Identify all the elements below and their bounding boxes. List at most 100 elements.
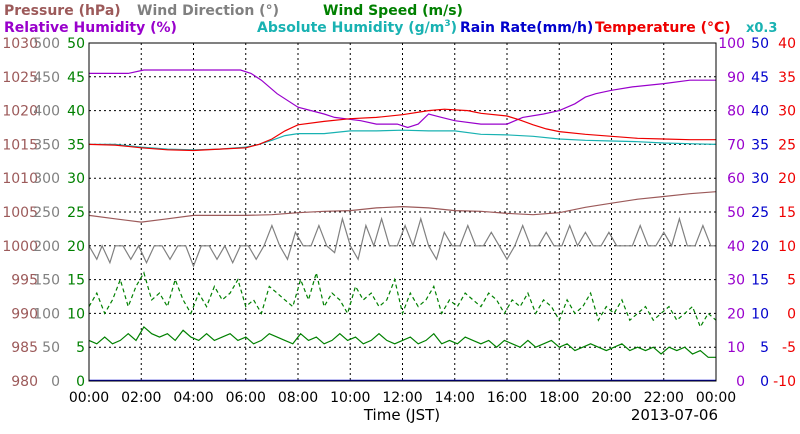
y-tick-label-rain-rate: 40: [751, 104, 769, 120]
y-tick-label-wind-direction: 400: [33, 104, 60, 120]
y-tick-label-pressure: 1025: [2, 70, 38, 86]
y-tick-label-relative-humidity: 70: [727, 137, 745, 153]
legend-rain-rate: Rain Rate(mm/h): [460, 20, 593, 36]
y-tick-label-wind-speed: 30: [67, 171, 85, 187]
y-tick-label-relative-humidity: 80: [727, 104, 745, 120]
x-tick-label: 16:00: [487, 390, 527, 406]
y-tick-label-pressure: 1015: [2, 137, 38, 153]
y-tick-label-wind-direction: 150: [33, 273, 60, 289]
y-tick-label-temperature: -5: [782, 340, 796, 356]
y-tick-label-temperature: 0: [787, 306, 796, 322]
y-tick-label-wind-direction: 500: [33, 36, 60, 52]
y-tick-label-temperature: 10: [778, 239, 796, 255]
series-wind-speed: [88, 325, 716, 358]
legend-absolute-humidity-sup: 3: [444, 19, 450, 29]
x-tick-label: 00:00: [696, 390, 736, 406]
legend-relative-humidity: Relative Humidity (%): [4, 20, 177, 36]
y-tick-label-rain-rate: 35: [751, 137, 769, 153]
y-tick-label-temperature: 20: [778, 171, 796, 187]
y-tick-label-temperature: 40: [778, 36, 796, 52]
y-tick-label-pressure: 1020: [2, 104, 38, 120]
x-tick-label: 18:00: [539, 390, 579, 406]
y-tick-label-wind-speed: 25: [67, 205, 85, 221]
y-tick-label-rain-rate: 10: [751, 306, 769, 322]
y-tick-label-rain-rate: 0: [760, 374, 769, 390]
y-tick-label-wind-speed: 20: [67, 239, 85, 255]
legend-pressure: Pressure (hPa): [4, 3, 121, 19]
y-tick-label-pressure: 985: [11, 340, 38, 356]
y-tick-label-rain-rate: 15: [751, 273, 769, 289]
legend-wind-direction: Wind Direction (°): [137, 3, 279, 19]
y-tick-label-pressure: 1000: [2, 239, 38, 255]
y-tick-label-temperature: 5: [787, 273, 796, 289]
y-tick-label-relative-humidity: 0: [736, 374, 745, 390]
x-tick-label: 22:00: [644, 390, 684, 406]
series-wind-direction: [88, 216, 716, 268]
y-tick-label-wind-speed: 5: [76, 340, 85, 356]
y-tick-label-relative-humidity: 20: [727, 306, 745, 322]
y-tick-label-wind-direction: 350: [33, 137, 60, 153]
series-pressure: [88, 191, 717, 223]
y-tick-label-relative-humidity: 40: [727, 239, 745, 255]
y-tick-label-wind-speed: 45: [67, 70, 85, 86]
y-tick-label-wind-speed: 15: [67, 273, 85, 289]
y-tick-label-wind-speed: 50: [67, 36, 85, 52]
y-tick-label-temperature: 15: [778, 205, 796, 221]
x-tick-label: 20:00: [591, 390, 631, 406]
y-tick-label-wind-direction: 200: [33, 239, 60, 255]
y-tick-label-pressure: 1005: [2, 205, 38, 221]
x-tick-label: 00:00: [69, 390, 109, 406]
y-tick-label-wind-direction: 450: [33, 70, 60, 86]
y-tick-label-wind-direction: 250: [33, 205, 60, 221]
y-tick-label-wind-direction: 100: [33, 306, 60, 322]
x-axis-label: Time (JST): [363, 406, 440, 424]
y-tick-label-pressure: 980: [11, 374, 38, 390]
x-tick-label: 06:00: [226, 390, 266, 406]
y-tick-label-rain-rate: 30: [751, 171, 769, 187]
series-temperature: [88, 108, 716, 152]
y-tick-label-pressure: 1010: [2, 171, 38, 187]
y-tick-label-wind-speed: 0: [76, 374, 85, 390]
x-tick-label: 02:00: [121, 390, 161, 406]
y-tick-label-wind-direction: 50: [42, 340, 60, 356]
y-tick-label-pressure: 990: [11, 306, 38, 322]
y-tick-label-relative-humidity: 100: [718, 36, 745, 52]
date-label: 2013-07-06: [631, 406, 718, 424]
x-tick-label: 04:00: [173, 390, 213, 406]
x-tick-label: 10:00: [330, 390, 370, 406]
y-tick-label-pressure: 1030: [2, 36, 38, 52]
y-tick-label-relative-humidity: 90: [727, 70, 745, 86]
legend-scale-note: x0.3: [746, 21, 777, 36]
series-wind-speed-gust: [88, 270, 717, 329]
legend-absolute-humidity-text: Absolute Humidity (g/m: [257, 20, 444, 36]
y-tick-label-rain-rate: 20: [751, 239, 769, 255]
plot-frame: [88, 42, 717, 382]
y-tick-label-relative-humidity: 10: [727, 340, 745, 356]
y-tick-label-wind-speed: 10: [67, 306, 85, 322]
grid: [89, 43, 716, 381]
y-tick-label-rain-rate: 45: [751, 70, 769, 86]
x-tick-label: 12:00: [382, 390, 422, 406]
legend-wind-speed: Wind Speed (m/s): [323, 3, 463, 19]
x-tick-label: 08:00: [278, 390, 318, 406]
y-tick-label-rain-rate: 5: [760, 340, 769, 356]
y-tick-label-temperature: -10: [773, 374, 796, 390]
legend-absolute-humidity-close: ): [451, 20, 457, 36]
y-tick-label-relative-humidity: 50: [727, 205, 745, 221]
y-tick-label-pressure: 995: [11, 273, 38, 289]
x-tick-label: 14:00: [435, 390, 475, 406]
series-relative-humidity: [89, 69, 716, 129]
y-tick-label-temperature: 30: [778, 104, 796, 120]
y-tick-label-rain-rate: 25: [751, 205, 769, 221]
y-tick-label-wind-speed: 40: [67, 104, 85, 120]
y-tick-label-wind-speed: 35: [67, 137, 85, 153]
y-tick-label-wind-direction: 300: [33, 171, 60, 187]
legend-temperature: Temperature (°C): [595, 20, 731, 36]
y-tick-label-relative-humidity: 30: [727, 273, 745, 289]
legend-absolute-humidity: Absolute Humidity (g/m3): [257, 19, 457, 36]
y-tick-label-temperature: 35: [778, 70, 796, 86]
y-tick-label-rain-rate: 50: [751, 36, 769, 52]
y-tick-label-temperature: 25: [778, 137, 796, 153]
axes-group: 00:00 02:00 04:00 06:00 08:00 10:00 12:00 14:00…: [2, 36, 796, 406]
